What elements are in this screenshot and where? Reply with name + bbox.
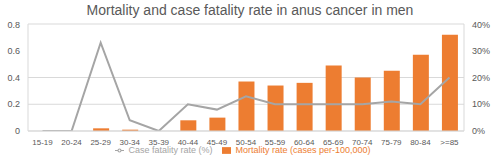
svg-text:60-64: 60-64: [294, 138, 315, 147]
svg-text:40%: 40%: [472, 20, 490, 30]
svg-text:20-24: 20-24: [61, 138, 82, 147]
svg-text:>=85: >=85: [440, 138, 459, 147]
svg-text:0.4: 0.4: [8, 73, 20, 83]
svg-text:35-39: 35-39: [149, 138, 170, 147]
html-text:Case fatality rate (%): Case fatality rate (%): [128, 145, 213, 155]
html-text:Mortality and case fatality ra: Mortality and case fatality rate in anus…: [86, 2, 414, 18]
svg-text:50-54: 50-54: [236, 138, 257, 147]
svg-text:75-79: 75-79: [381, 138, 402, 147]
svg-text:20%: 20%: [472, 73, 490, 83]
html-text:Mortality rate (cases per-100,: Mortality rate (cases per-100,000): [235, 145, 371, 155]
svg-text:65-69: 65-69: [323, 138, 344, 147]
svg-text:10%: 10%: [472, 99, 490, 109]
svg-text:0%: 0%: [472, 126, 485, 136]
svg-text:0: 0: [15, 126, 20, 136]
svg-text:15-19: 15-19: [32, 138, 53, 147]
svg-text:40-44: 40-44: [178, 138, 199, 147]
svg-text:0.2: 0.2: [8, 99, 20, 109]
svg-text:45-49: 45-49: [207, 138, 228, 147]
svg-text:70-74: 70-74: [352, 138, 373, 147]
svg-text:30%: 30%: [472, 46, 490, 56]
svg-text:30-34: 30-34: [119, 138, 140, 147]
svg-text:25-29: 25-29: [90, 138, 111, 147]
svg-text:0.8: 0.8: [8, 20, 20, 30]
svg-text:0.6: 0.6: [8, 46, 20, 56]
svg-text:80-84: 80-84: [410, 138, 431, 147]
svg-text:55-59: 55-59: [265, 138, 286, 147]
